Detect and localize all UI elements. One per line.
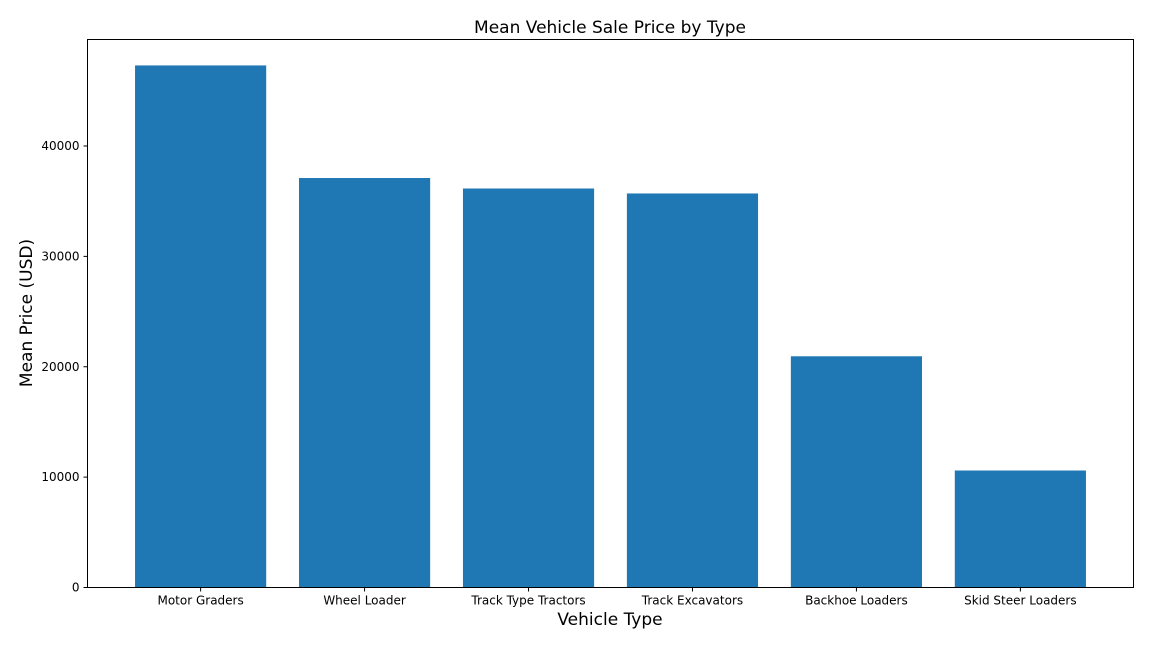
bars-group bbox=[135, 65, 1086, 588]
x-axis-ticks: Motor Graders Wheel Loader Track Type Trac… bbox=[157, 587, 1077, 608]
chart-title: Mean Vehicle Sale Price by Type bbox=[474, 18, 746, 38]
bar-backhoe-loaders bbox=[790, 356, 923, 588]
plot-frame bbox=[87, 39, 1134, 588]
bar-track-type-tractors bbox=[462, 188, 595, 588]
y-axis-label: Mean Price (USD) bbox=[17, 239, 37, 387]
y-axis-ticks: 0 10000 20000 30000 40000 bbox=[41, 139, 88, 595]
bar-skid-steer-loaders bbox=[954, 470, 1086, 588]
y-tick-label: 40000 bbox=[41, 139, 79, 153]
bar-track-excavators bbox=[626, 193, 759, 588]
y-tick-label: 20000 bbox=[41, 360, 79, 374]
x-tick-label: Track Type Tractors bbox=[470, 594, 585, 608]
bar-motor-graders bbox=[135, 65, 267, 588]
y-tick-label: 10000 bbox=[41, 470, 79, 484]
bar-wheel-loader bbox=[298, 178, 431, 588]
x-tick-label: Motor Graders bbox=[157, 594, 243, 608]
y-tick-label: 0 bbox=[72, 581, 80, 595]
x-axis-label: Vehicle Type bbox=[557, 610, 662, 630]
x-tick-label: Track Excavators bbox=[641, 594, 743, 608]
x-tick-label: Backhoe Loaders bbox=[805, 594, 908, 608]
y-tick-label: 30000 bbox=[41, 249, 79, 263]
x-tick-label: Wheel Loader bbox=[323, 594, 406, 608]
x-tick-label: Skid Steer Loaders bbox=[964, 594, 1077, 608]
